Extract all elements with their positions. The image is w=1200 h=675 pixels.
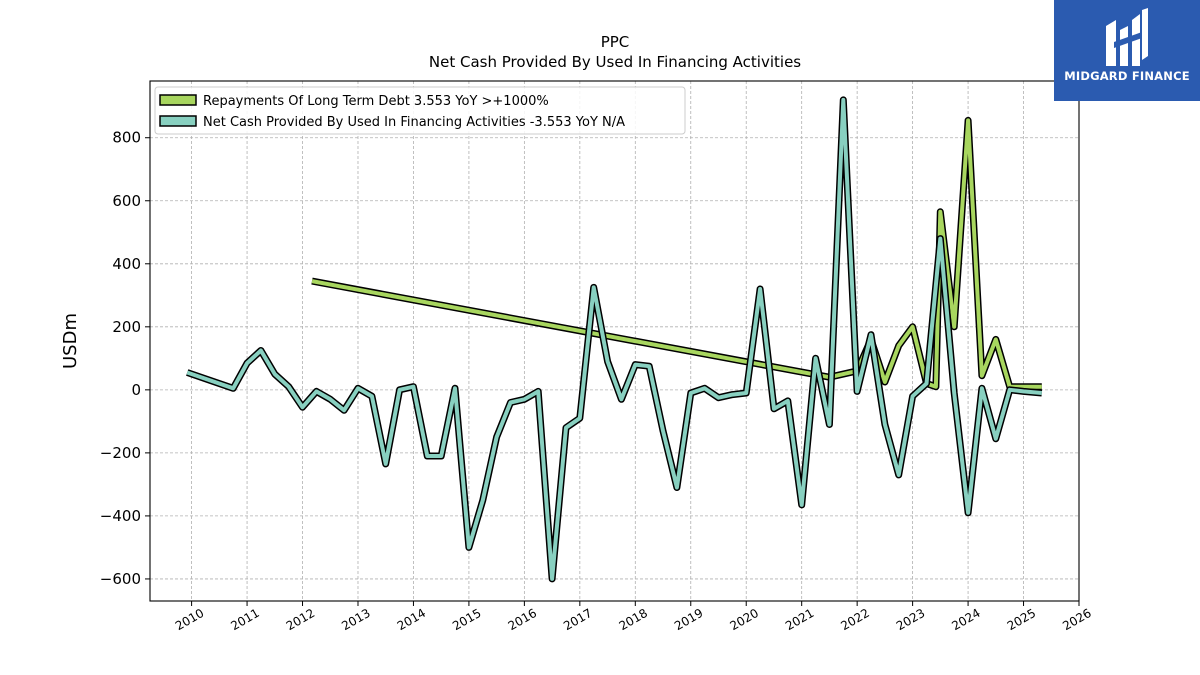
x-tick-label: 2025 — [1005, 606, 1038, 633]
x-tick-label: 2026 — [1060, 606, 1093, 633]
legend-swatch — [159, 115, 197, 127]
brand-logo-icon — [1106, 8, 1148, 66]
brand-logo: MIDGARD FINANCE — [1054, 0, 1200, 101]
legend: Repayments Of Long Term Debt 3.553 YoY >… — [154, 86, 686, 135]
x-tick-label: 2011 — [228, 606, 261, 633]
x-tick-label: 2015 — [450, 606, 483, 633]
legend-swatch — [159, 94, 197, 106]
x-tick-label: 2010 — [173, 606, 206, 633]
x-tick-label: 2020 — [727, 606, 760, 633]
y-tick-label: 400 — [112, 255, 141, 273]
axes: 2010 2011 2012 2013 2014 2015 2016 2017 2018 2019… — [100, 129, 1094, 634]
x-tick-label: 2014 — [395, 606, 428, 633]
legend-label: Net Cash Provided By Used In Financing A… — [203, 115, 625, 130]
y-tick-label: −200 — [100, 444, 141, 462]
chart-subtitle: Net Cash Provided By Used In Financing A… — [429, 53, 801, 71]
x-tick-label: 2016 — [506, 606, 539, 633]
x-tick-label: 2012 — [284, 606, 317, 633]
y-tick-label: −400 — [100, 507, 141, 525]
y-tick-label: 800 — [112, 129, 141, 147]
x-tick-label: 2019 — [672, 606, 705, 633]
x-tick-label: 2024 — [949, 606, 982, 633]
series-line-1 — [186, 97, 1042, 581]
plot-frame — [149, 80, 1080, 602]
chart-title: PPC — [601, 33, 630, 51]
y-tick-label: −600 — [100, 570, 141, 588]
x-tick-label: 2021 — [783, 606, 816, 633]
x-tick-label: 2017 — [561, 606, 594, 633]
brand-name: MIDGARD FINANCE — [1064, 69, 1190, 83]
legend-label: Repayments Of Long Term Debt 3.553 YoY >… — [203, 94, 549, 109]
x-tick-label: 2013 — [339, 606, 372, 633]
x-tick-label: 2018 — [617, 606, 650, 633]
legend-box — [154, 86, 686, 135]
y-tick-label: 0 — [131, 381, 141, 399]
y-tick-label: 200 — [112, 318, 141, 336]
series-lines — [186, 96, 1043, 583]
x-tick-label: 2023 — [894, 606, 927, 633]
y-tick-label: 600 — [112, 192, 141, 210]
x-tick-label: 2022 — [838, 606, 871, 633]
y-axis-label: USDm — [60, 313, 81, 369]
